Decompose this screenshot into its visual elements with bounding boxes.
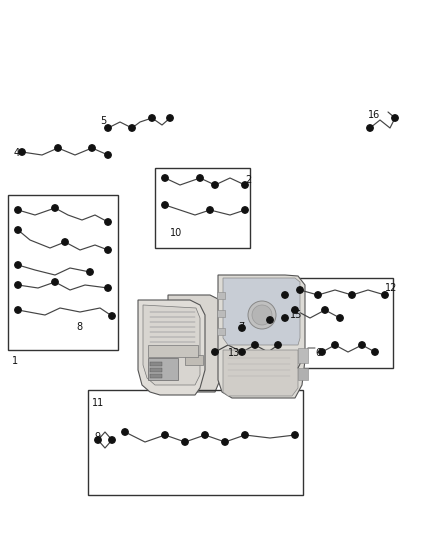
Circle shape	[392, 115, 398, 121]
Bar	[8, 195, 118, 350]
Polygon shape	[168, 295, 225, 392]
Circle shape	[122, 429, 128, 435]
Polygon shape	[218, 275, 305, 398]
Circle shape	[242, 182, 248, 188]
Circle shape	[367, 125, 373, 131]
Circle shape	[242, 207, 248, 213]
Bar	[298, 368, 308, 380]
Circle shape	[239, 349, 245, 355]
Circle shape	[207, 207, 213, 213]
Bar	[155, 168, 250, 248]
Circle shape	[337, 315, 343, 321]
Circle shape	[349, 292, 355, 298]
Circle shape	[315, 292, 321, 298]
Circle shape	[248, 301, 276, 329]
Bar	[150, 362, 162, 366]
Circle shape	[167, 115, 173, 121]
Text: 4: 4	[14, 148, 20, 158]
Circle shape	[105, 152, 111, 158]
Text: 1: 1	[12, 356, 18, 366]
Circle shape	[105, 285, 111, 291]
Circle shape	[202, 432, 208, 438]
Text: 8: 8	[76, 322, 82, 332]
Bar	[148, 345, 198, 357]
Circle shape	[359, 342, 365, 348]
Circle shape	[267, 317, 273, 323]
Bar	[150, 374, 162, 378]
Circle shape	[149, 115, 155, 121]
Circle shape	[15, 207, 21, 213]
Circle shape	[252, 305, 272, 325]
Circle shape	[55, 145, 61, 151]
Circle shape	[162, 175, 168, 181]
Circle shape	[105, 219, 111, 225]
Text: 9: 9	[94, 432, 100, 442]
Circle shape	[319, 349, 325, 355]
Circle shape	[212, 349, 218, 355]
Circle shape	[162, 202, 168, 208]
Circle shape	[212, 182, 218, 188]
Text: 11: 11	[92, 398, 104, 408]
Circle shape	[105, 247, 111, 253]
Circle shape	[109, 437, 115, 443]
Circle shape	[109, 313, 115, 319]
Circle shape	[252, 342, 258, 348]
Circle shape	[282, 315, 288, 321]
Circle shape	[292, 432, 298, 438]
Circle shape	[222, 439, 228, 445]
Text: 16: 16	[368, 110, 380, 120]
Circle shape	[15, 282, 21, 288]
Text: 7: 7	[238, 322, 244, 332]
Circle shape	[297, 287, 303, 293]
Text: 6: 6	[315, 348, 321, 358]
Circle shape	[129, 125, 135, 131]
Bar	[298, 348, 308, 363]
Polygon shape	[223, 350, 298, 396]
Bar	[185, 355, 203, 365]
Circle shape	[95, 437, 101, 443]
Text: 10: 10	[170, 228, 182, 238]
Circle shape	[162, 432, 168, 438]
Bar	[217, 310, 225, 317]
Circle shape	[52, 279, 58, 285]
Text: 12: 12	[385, 283, 397, 293]
Text: 13: 13	[228, 348, 240, 358]
Circle shape	[332, 342, 338, 348]
Circle shape	[52, 205, 58, 211]
Bar	[148, 358, 178, 380]
Circle shape	[182, 439, 188, 445]
Bar	[217, 328, 225, 335]
Text: 2: 2	[245, 175, 251, 185]
Circle shape	[322, 307, 328, 313]
Polygon shape	[223, 278, 300, 345]
Polygon shape	[143, 305, 200, 385]
Circle shape	[372, 349, 378, 355]
Circle shape	[382, 292, 388, 298]
Circle shape	[15, 227, 21, 233]
Text: 5: 5	[100, 116, 106, 126]
Circle shape	[89, 145, 95, 151]
Circle shape	[87, 269, 93, 275]
Circle shape	[282, 292, 288, 298]
Bar	[88, 390, 303, 495]
Circle shape	[197, 175, 203, 181]
Circle shape	[19, 149, 25, 155]
Bar	[217, 292, 225, 299]
Circle shape	[275, 342, 281, 348]
Circle shape	[239, 325, 245, 331]
Circle shape	[242, 432, 248, 438]
Bar	[150, 368, 162, 372]
Text: 15: 15	[290, 310, 302, 320]
Bar	[278, 278, 393, 368]
Circle shape	[105, 125, 111, 131]
Circle shape	[15, 307, 21, 313]
Polygon shape	[138, 300, 205, 395]
Circle shape	[62, 239, 68, 245]
Circle shape	[292, 307, 298, 313]
Circle shape	[15, 262, 21, 268]
